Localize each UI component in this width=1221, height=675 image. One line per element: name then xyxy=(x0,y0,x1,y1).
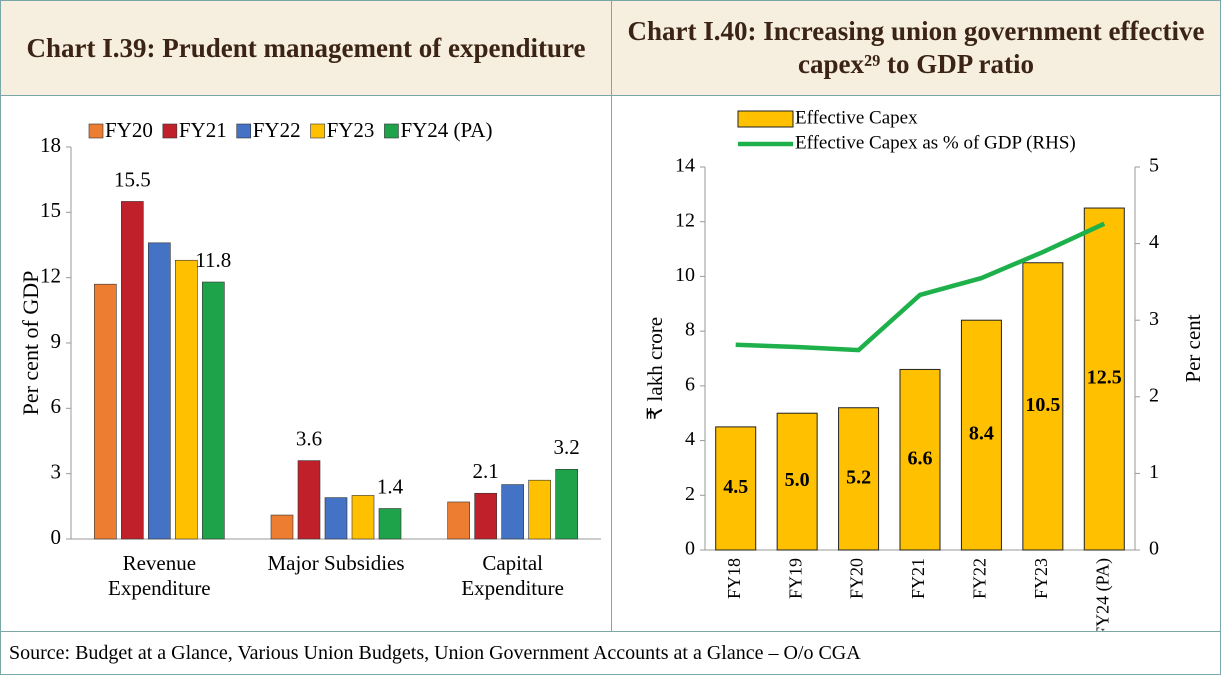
y-tick-label: 18 xyxy=(40,133,61,157)
y-axis-title: ₹ lakh crore xyxy=(643,317,667,420)
x-tick-label: FY20 xyxy=(847,558,867,599)
bar xyxy=(270,514,294,540)
legend-swatch xyxy=(236,123,252,139)
y-tick-label: 4 xyxy=(685,428,695,450)
legend-label: Effective Capex xyxy=(795,107,918,128)
x-tick-label: FY22 xyxy=(970,558,990,599)
bar xyxy=(202,281,225,540)
bar xyxy=(175,259,198,540)
x-tick-label: FY24 (PA) xyxy=(1092,558,1113,631)
y-tick-label: 0 xyxy=(685,538,695,560)
chart-title: Chart I.40: Increasing union government … xyxy=(612,1,1220,96)
y-tick-label: 12 xyxy=(675,209,695,231)
y-tick-label: 3 xyxy=(51,459,62,483)
y2-tick-label: 5 xyxy=(1149,155,1159,177)
legend-label: FY22 xyxy=(253,118,301,142)
y2-tick-label: 4 xyxy=(1149,231,1159,253)
y-tick-label: 2 xyxy=(685,483,695,505)
x-tick-label: FY18 xyxy=(724,558,744,599)
legend-label: FY21 xyxy=(179,118,227,142)
bar xyxy=(324,497,348,540)
y-tick-label: 8 xyxy=(685,319,695,341)
bar xyxy=(960,319,1002,551)
y-tick-label: 10 xyxy=(675,264,695,286)
y-tick-label: 15 xyxy=(40,198,61,222)
bar xyxy=(148,242,171,540)
x-tick-label: Capital Expenditure xyxy=(461,551,564,600)
legend-label: FY23 xyxy=(327,118,375,142)
bar xyxy=(351,495,375,540)
bar xyxy=(378,508,402,540)
legend-swatch xyxy=(162,123,178,139)
data-label: 6.6 xyxy=(908,447,933,469)
legend-swatch xyxy=(88,123,104,139)
divider xyxy=(611,1,612,631)
line xyxy=(735,221,1106,353)
legend-swatch xyxy=(737,110,794,128)
bar xyxy=(501,484,524,540)
y-tick-label: 0 xyxy=(51,525,62,549)
y2-tick-label: 1 xyxy=(1149,461,1159,483)
legend-swatch xyxy=(384,123,399,139)
bar xyxy=(297,460,321,540)
y2-tick-label: 3 xyxy=(1149,308,1159,330)
data-label: 1.4 xyxy=(377,474,404,498)
x-tick-label: FY19 xyxy=(785,558,805,599)
bar xyxy=(715,426,757,551)
x-tick-label: Revenue Expenditure xyxy=(108,551,211,600)
x-tick-label: Major Subsidies xyxy=(267,551,405,575)
legend-swatch xyxy=(310,123,325,139)
data-label: 5.2 xyxy=(846,466,871,488)
bar xyxy=(555,469,578,540)
data-label: 3.6 xyxy=(296,426,322,450)
chart-title: Chart I.39: Prudent management of expend… xyxy=(1,1,611,96)
y-tick-label: 12 xyxy=(40,263,61,287)
data-label: 4.5 xyxy=(723,476,748,498)
data-label: 5.0 xyxy=(785,469,810,491)
y2-axis-title: Per cent xyxy=(1181,314,1205,382)
y-tick-label: 6 xyxy=(51,394,62,418)
data-label: 8.4 xyxy=(969,423,994,445)
y2-tick-label: 2 xyxy=(1149,384,1159,406)
bar xyxy=(1083,207,1125,551)
bar xyxy=(776,412,818,551)
chart-panel: 0 2 4 6 8 10 12 14 0 1 2 3 4 5 ₹ lakh crore Per cent FY1… xyxy=(612,97,1220,637)
y-tick-label: 9 xyxy=(51,329,62,353)
y2-tick-label: 0 xyxy=(1149,538,1159,560)
data-label: 3.2 xyxy=(554,435,580,459)
y-tick-label: 14 xyxy=(675,155,695,177)
legend-label: Effective Capex as % of GDP (RHS) xyxy=(795,132,1076,153)
y-axis-title: Per cent of GDP xyxy=(18,271,43,416)
bar xyxy=(528,479,551,540)
bar xyxy=(838,407,880,551)
bar xyxy=(447,501,470,540)
legend-label: FY24 (PA) xyxy=(400,118,492,142)
bar xyxy=(899,368,941,551)
x-tick-label: FY21 xyxy=(908,558,928,599)
legend-label: FY20 xyxy=(105,118,153,142)
source-note: Source: Budget at a Glance, Various Unio… xyxy=(1,631,1220,674)
bar xyxy=(1022,262,1064,551)
x-tick-label: FY23 xyxy=(1031,558,1051,599)
data-label: 12.5 xyxy=(1087,367,1122,389)
chart-panel: 0 3 6 9 12 15 18 Per cent of GDP 15.5 11.8 3.6 1.4 2… xyxy=(1,97,611,631)
chart: 0 3 6 9 12 15 18 Per cent of GDP 15.5 11.8 3.6 1.4 2… xyxy=(18,118,601,549)
data-label: 2.1 xyxy=(473,459,499,483)
bar xyxy=(121,201,144,540)
y-tick-label: 6 xyxy=(685,373,695,395)
data-label: 15.5 xyxy=(114,167,151,191)
bar xyxy=(94,283,117,540)
data-label: 10.5 xyxy=(1025,394,1060,416)
data-label: 11.8 xyxy=(195,248,231,272)
bar xyxy=(474,492,497,540)
